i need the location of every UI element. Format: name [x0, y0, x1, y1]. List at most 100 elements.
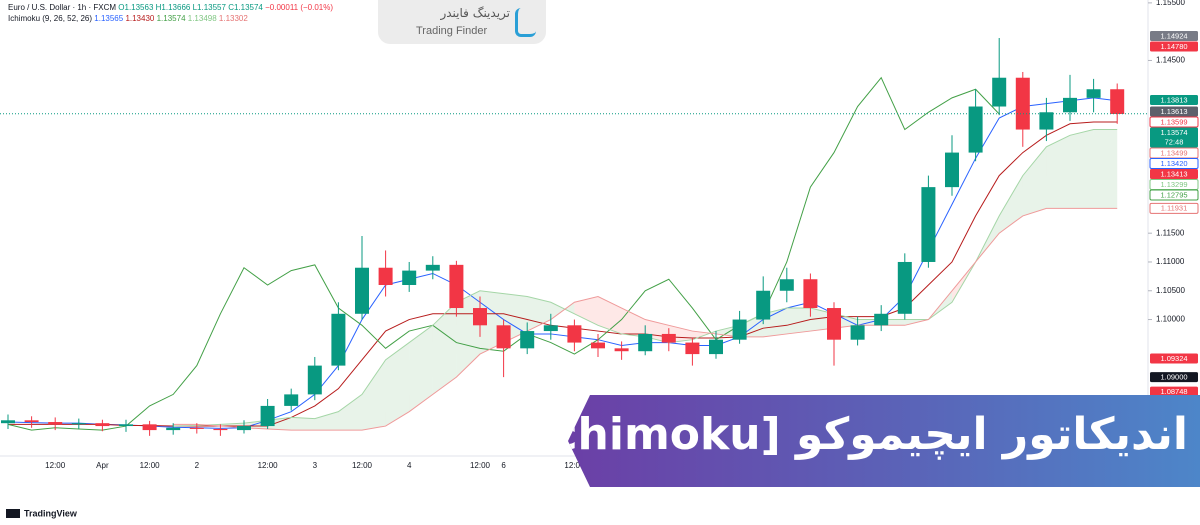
watermark-logo [515, 8, 536, 37]
cloud [314, 411, 339, 431]
x-tick-label: 12:00 [140, 461, 161, 470]
candle-body [307, 365, 322, 395]
cloud [385, 342, 410, 427]
price-tag-label: 1.14780 [1160, 42, 1187, 51]
y-tick-label: 1.14500 [1156, 56, 1185, 65]
candle-body [331, 313, 346, 366]
x-tick-label: 12:00 [45, 461, 66, 470]
banner-text: اندیکاتور ایچیموکو [Ichimoku] [514, 409, 1188, 460]
cloud [291, 417, 315, 431]
price-tag [1150, 106, 1198, 117]
ohlc-high: H1.13666 [156, 3, 191, 12]
candle-body [166, 427, 181, 431]
price-tag [1150, 372, 1198, 383]
candle-body [827, 308, 841, 340]
cloud [432, 302, 457, 395]
price-tag [1149, 158, 1199, 170]
candle-body [968, 106, 983, 153]
x-tick-label: 12:00 [470, 461, 491, 470]
price-tag-label: 1.12795 [1160, 190, 1187, 199]
ohlc-close: C1.13574 [228, 3, 263, 12]
x-tick-label: 4 [407, 461, 412, 470]
candle-body [1015, 77, 1030, 130]
ohlc-open: O1.13563 [118, 3, 154, 12]
price-tag [1150, 95, 1198, 106]
cloud [527, 296, 551, 332]
candle-body [402, 270, 417, 285]
banner: اندیکاتور ایچیموکو [Ichimoku] [568, 395, 1200, 487]
cloud [1070, 129, 1094, 209]
candle-body [355, 267, 369, 314]
candle-body [661, 333, 676, 343]
x-tick-label: 12:00 [352, 461, 373, 470]
cloud [1046, 135, 1070, 209]
cloud [621, 308, 646, 337]
candle-body [1, 420, 15, 424]
indicator-value: 1.13430 [125, 14, 154, 23]
ichimoku-line [7, 76, 1000, 431]
candle-body [850, 325, 865, 340]
price-tag [1150, 386, 1198, 397]
indicator-value: 1.13302 [219, 14, 248, 23]
legend-line-1: Euro / U.S. Dollar · 1h · FXCM O1.13563 … [8, 3, 333, 12]
price-tag [1150, 169, 1198, 180]
candle-body [378, 267, 393, 285]
y-tick-label: 1.10000 [1156, 315, 1185, 324]
price-tag [1149, 116, 1199, 128]
candle-body [779, 279, 794, 291]
cloud [999, 175, 1023, 234]
candle-body [24, 420, 39, 423]
price-tag [1149, 202, 1199, 214]
candle-body [260, 405, 275, 427]
price-tag-label: 1.09000 [1160, 372, 1187, 381]
footer: TradingView [24, 508, 78, 518]
candle-body [520, 331, 535, 349]
watermark: تریدینگ فایندر Trading Finder [378, 0, 546, 44]
price-tag-label: 1.13599 [1160, 117, 1187, 126]
candle-body [237, 426, 251, 431]
indicator-value: 1.13565 [94, 14, 123, 23]
cloud [338, 394, 362, 431]
cloud [786, 308, 811, 334]
candle-body [1039, 112, 1054, 130]
candle-body [685, 342, 700, 355]
price-tag-label: 1.13574 [1160, 128, 1187, 137]
x-tick-label: 3 [313, 461, 318, 470]
candle-body [732, 319, 747, 340]
price-tag-label: 1.13813 [1160, 95, 1187, 104]
candle-body [119, 424, 133, 427]
indicator-value: 1.13574 [157, 14, 186, 23]
price-tag-label: 1.13613 [1160, 107, 1187, 116]
price-tag-label: 1.13420 [1160, 159, 1187, 168]
candle-body [591, 342, 605, 349]
price-tag-label: 1.14924 [1160, 31, 1187, 40]
price-tag [1150, 127, 1198, 148]
cloud [362, 359, 386, 431]
candle-body [897, 261, 912, 314]
ichimoku-line [173, 207, 1118, 431]
price-tag-label: 1.09324 [1160, 354, 1187, 363]
candle-body [756, 290, 771, 320]
price-tag [1150, 31, 1198, 42]
plot [0, 38, 1148, 436]
cloud [1093, 129, 1118, 209]
candle-body [1086, 89, 1101, 98]
x-tick-label: 2 [195, 461, 200, 470]
cloud [1022, 146, 1047, 216]
candle-body [284, 394, 299, 406]
candle-body [449, 264, 464, 309]
symbol: Euro / U.S. Dollar · 1h · FXCM [8, 3, 116, 12]
candle-body [543, 325, 558, 332]
price-tag [1150, 353, 1198, 364]
cloud [409, 325, 433, 412]
y-tick-label: 1.10500 [1156, 286, 1185, 295]
watermark-subtitle: Trading Finder [416, 25, 488, 37]
candle-body [48, 422, 63, 425]
candle-body [874, 313, 889, 326]
y-tick-label: 1.11500 [1156, 228, 1185, 237]
legend-line-2: Ichimoku (9, 26, 52, 26) 1.13565 1.13430… [8, 14, 248, 23]
price-tag [1149, 189, 1199, 201]
tv-logo [6, 509, 20, 518]
